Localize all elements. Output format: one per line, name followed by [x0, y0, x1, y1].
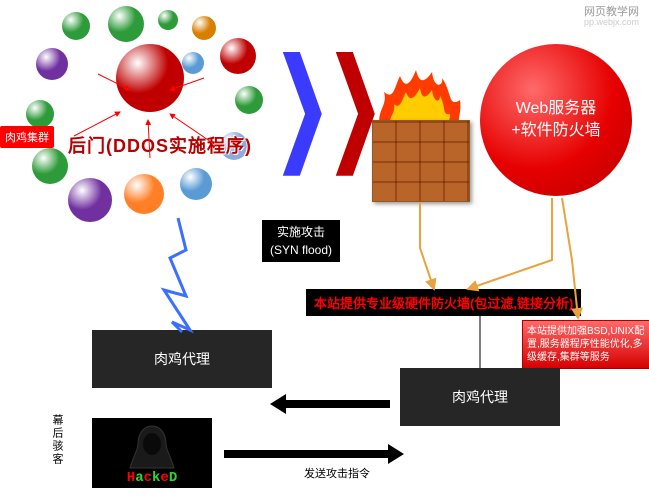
proxy-box-2: 肉鸡代理: [400, 368, 560, 426]
hacker-block: HackeD: [92, 418, 212, 488]
hacked-text: HackeD: [127, 470, 177, 486]
bot-node: [124, 174, 164, 214]
bot-node: [62, 12, 90, 40]
attack-line2: (SYN flood): [270, 241, 332, 259]
proxy-box-1: 肉鸡代理: [92, 330, 272, 388]
attack-label: 实施攻击 (SYN flood): [262, 220, 340, 262]
bot-node: [158, 10, 178, 30]
hacker-silhouette-icon: [126, 424, 178, 470]
bot-node: [182, 52, 204, 74]
bot-node: [26, 100, 54, 128]
attack-line1: 实施攻击: [270, 223, 332, 241]
bot-node: [68, 178, 112, 222]
server-line1: Web服务器: [516, 98, 597, 120]
bot-node: [32, 148, 68, 184]
bot-node: [220, 38, 256, 74]
bot-node: [180, 168, 212, 200]
bot-node: [116, 44, 184, 112]
web-server-circle: Web服务器 +软件防火墙: [480, 44, 632, 196]
watermark: 网页教学网 pp.webjx.com: [584, 6, 639, 28]
cluster-title: 后门(DDOS实施程序): [68, 132, 252, 158]
unix-services-box: 本站提供加强BSD,UNIX配置,服务器程序性能优化,多级缓存,集群等服务: [522, 320, 649, 369]
send-command-label: 发送攻击指令: [304, 465, 370, 481]
bot-node: [108, 6, 144, 42]
cluster-tag: 肉鸡集群: [0, 126, 54, 148]
server-line2: +软件防火墙: [511, 120, 600, 142]
pro-firewall-banner: 本站提供专业级硬件防火墙(包过滤,链接分析): [306, 289, 581, 316]
chevron-blue-icon: ❯: [275, 62, 330, 146]
bot-node: [192, 16, 216, 40]
hacker-label: 幕后骇客: [50, 414, 64, 466]
watermark-l2: pp.webjx.com: [584, 18, 639, 28]
firewall-wall-icon: [372, 120, 470, 202]
botnet-cluster: [30, 8, 270, 228]
bot-node: [36, 48, 68, 80]
